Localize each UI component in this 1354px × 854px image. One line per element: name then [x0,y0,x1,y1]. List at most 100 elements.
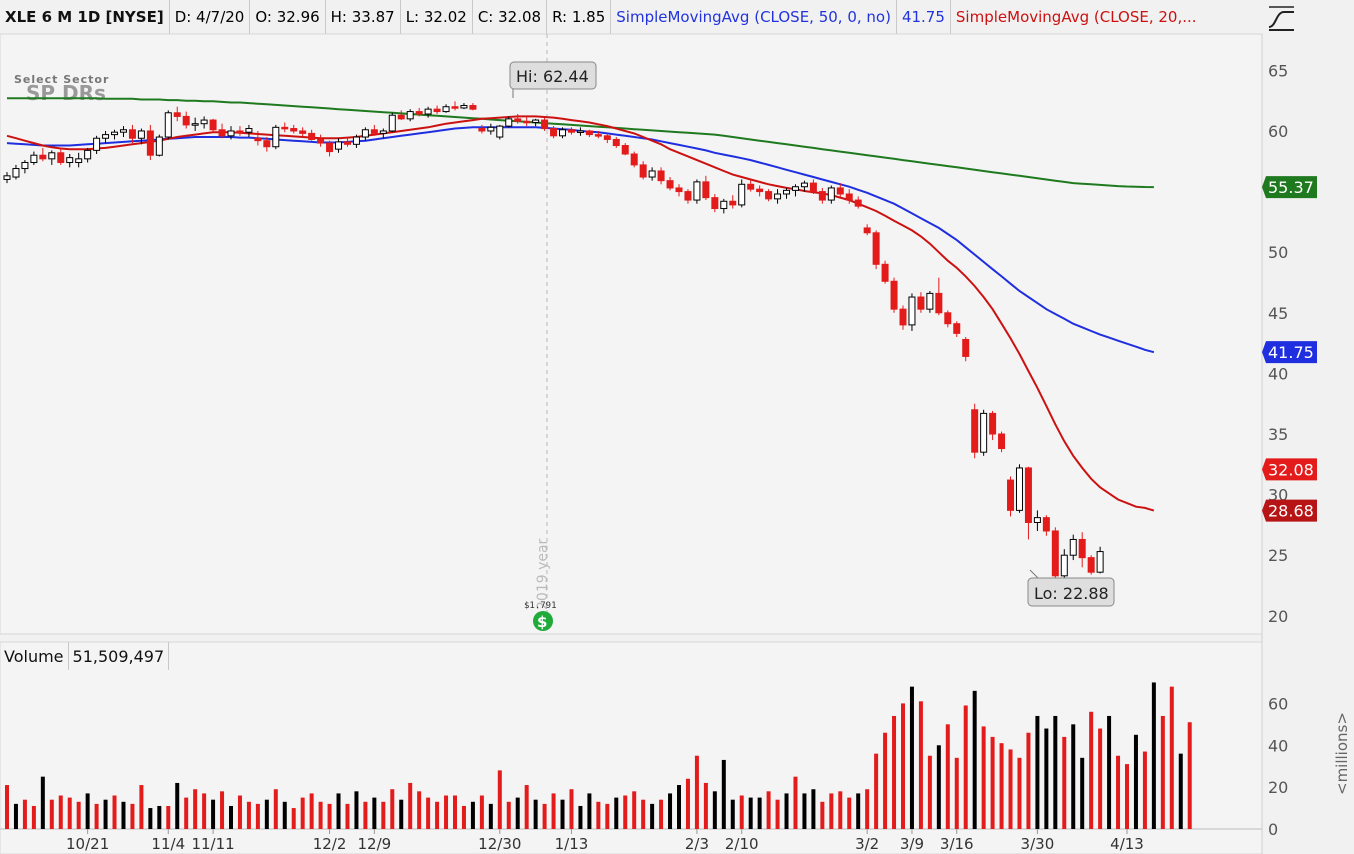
sma20-study-label[interactable]: SimpleMovingAvg (CLOSE, 20,... [955,8,1197,26]
candle[interactable] [361,127,369,141]
candle[interactable] [102,130,110,144]
volume-bar[interactable] [453,795,457,829]
volume-bar[interactable] [5,785,9,829]
candle[interactable] [630,151,638,168]
volume-bar[interactable] [829,793,834,829]
candle[interactable] [406,109,414,122]
volume-bar[interactable] [327,803,332,829]
volume-bar[interactable] [58,795,63,829]
candle[interactable] [756,185,764,197]
volume-bar[interactable] [641,799,646,829]
candle[interactable] [1051,527,1059,581]
volume-bar[interactable] [390,789,395,829]
volume-bar[interactable] [587,793,592,829]
candle[interactable] [720,198,728,214]
candle[interactable] [890,277,898,313]
volume-bar[interactable] [336,793,341,829]
candle[interactable] [657,167,665,185]
candle[interactable] [137,128,145,145]
candle[interactable] [164,110,172,140]
volume-bar[interactable] [408,782,413,829]
volume-bar[interactable] [264,799,269,829]
candle[interactable] [75,152,83,168]
volume-bar[interactable] [892,715,897,829]
volume-bar[interactable] [1107,715,1112,829]
candle[interactable] [308,129,316,141]
volume-bar[interactable] [811,789,816,829]
volume-bar[interactable] [31,805,36,829]
volume-bar[interactable] [229,805,233,829]
candle[interactable] [245,124,253,138]
volume-bar[interactable] [990,736,995,829]
volume-bar[interactable] [721,759,726,829]
volume-bar[interactable] [560,799,565,829]
volume-bar[interactable] [766,791,771,829]
volume-bar[interactable] [856,793,861,829]
candle[interactable] [317,134,325,147]
candle[interactable] [66,154,74,168]
volume-bar[interactable] [282,801,287,829]
candle[interactable] [433,105,441,114]
volume-bar[interactable] [1044,728,1049,829]
candle[interactable] [729,195,737,209]
candle[interactable] [263,137,271,152]
volume-bar[interactable] [157,805,162,829]
candle[interactable] [872,230,880,270]
candle[interactable] [899,305,907,330]
candle[interactable] [791,184,799,197]
candle[interactable] [738,179,746,208]
candle[interactable] [603,133,611,144]
candle[interactable] [388,112,396,133]
volume-bar[interactable] [972,690,977,829]
volume-bar[interactable] [1008,749,1013,829]
volume-bar[interactable] [757,797,762,829]
candle[interactable] [1087,555,1095,575]
candle[interactable] [200,116,208,129]
candle[interactable] [155,134,163,157]
volume-bar[interactable] [1133,734,1138,829]
candle[interactable] [415,107,423,117]
volume-bar[interactable] [685,778,690,829]
volume-bar[interactable] [1125,764,1129,829]
volume-bar[interactable] [901,703,905,829]
volume-bar[interactable] [300,797,305,829]
candle[interactable] [191,117,199,131]
candle[interactable] [352,134,360,148]
volume-bar[interactable] [1026,732,1031,829]
volume-bar[interactable] [461,805,466,829]
volume-bar[interactable] [838,791,843,829]
candle[interactable] [693,179,701,204]
candle[interactable] [863,224,871,236]
candle[interactable] [1033,510,1041,531]
sma50-study-label[interactable]: SimpleMovingAvg (CLOSE, 50, 0, no) [611,0,897,34]
volume-bar[interactable] [659,799,664,829]
candle[interactable] [800,180,808,192]
volume-bar[interactable] [488,803,493,829]
volume-bar[interactable] [775,799,780,829]
volume-bar[interactable] [211,799,216,829]
candle[interactable] [567,127,575,135]
volume-bar[interactable] [1169,686,1174,829]
volume-bar[interactable] [739,795,744,829]
dollar-circle-icon[interactable]: $ [533,611,553,631]
volume-bar[interactable] [139,785,144,829]
volume-bar[interactable] [874,753,879,829]
volume-bar[interactable] [94,803,99,829]
candle[interactable] [1007,476,1015,517]
volume-bar[interactable] [76,801,81,829]
sma50-line[interactable] [6,126,1155,354]
volume-bar[interactable] [184,797,189,829]
candle[interactable] [442,104,450,113]
volume-bar[interactable] [1187,722,1192,829]
candle[interactable] [585,129,593,138]
candle[interactable] [379,128,387,139]
candle[interactable] [514,114,522,124]
volume-bar[interactable] [578,805,583,829]
volume-bar[interactable] [551,793,556,829]
candle[interactable] [469,103,477,111]
volume-bar[interactable] [246,801,251,829]
candle[interactable] [523,116,531,127]
volume-bar[interactable] [67,797,72,829]
candle[interactable] [684,189,692,204]
volume-bar[interactable] [426,797,431,829]
